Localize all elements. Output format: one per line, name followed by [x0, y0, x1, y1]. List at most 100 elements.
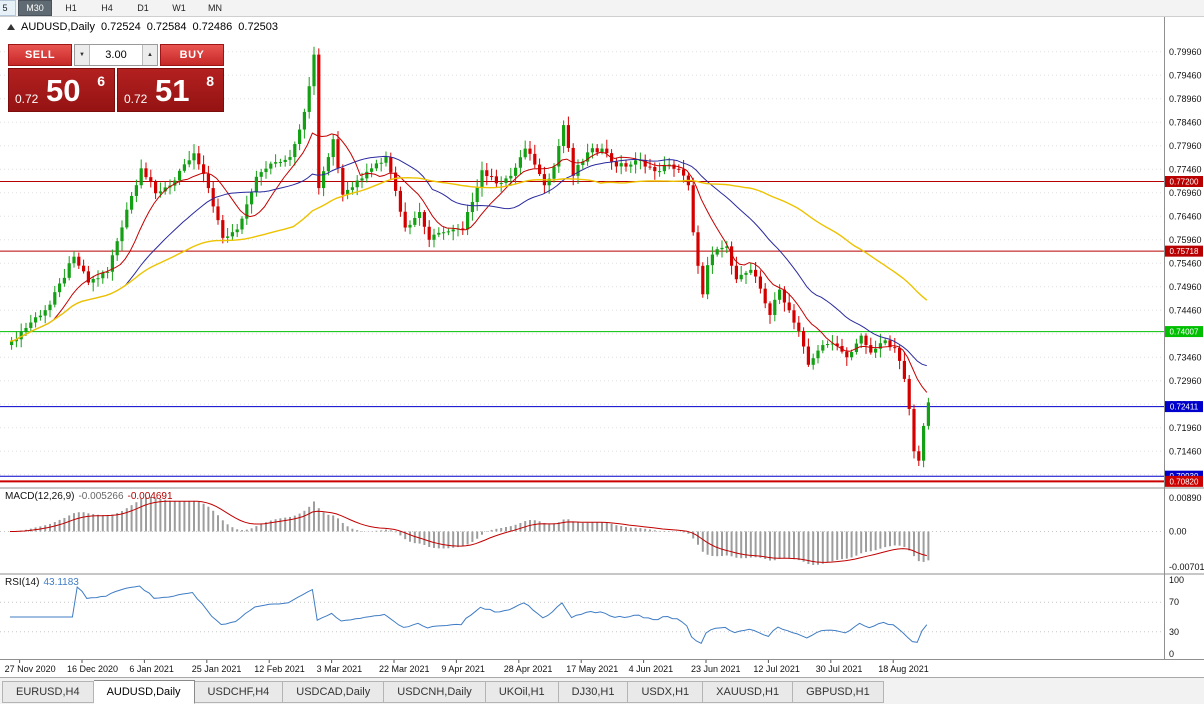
svg-text:0.76460: 0.76460: [1169, 211, 1202, 221]
svg-text:0.76960: 0.76960: [1169, 188, 1202, 198]
chart-tab-xauusd-h1[interactable]: XAUUSD,H1: [703, 681, 794, 703]
symbol-name: AUDUSD,Daily: [21, 21, 95, 33]
ohlc-close: 0.72503: [238, 21, 279, 33]
svg-text:-0.00701: -0.00701: [1169, 562, 1204, 572]
timeframe-button-d1[interactable]: D1: [137, 3, 149, 13]
ohlc-open: 0.72524: [100, 21, 141, 33]
sell-button[interactable]: SELL: [8, 44, 72, 66]
svg-text:0.71460: 0.71460: [1169, 446, 1202, 456]
ohlc-low: 0.72486: [192, 21, 233, 33]
svg-text:0.77460: 0.77460: [1169, 164, 1202, 174]
svg-text:0.72411: 0.72411: [1170, 403, 1199, 412]
timeframe-button-w1[interactable]: W1: [172, 3, 186, 13]
timeframe-button-h4[interactable]: H4: [101, 3, 113, 13]
svg-text:70: 70: [1169, 597, 1179, 607]
macd-value: -0.005266: [78, 491, 124, 502]
rsi-value: 43.1183: [43, 577, 79, 588]
svg-text:9 Apr 2021: 9 Apr 2021: [441, 664, 485, 674]
buy-price-box[interactable]: 0.72 51 8: [117, 68, 224, 112]
rsi-line: [10, 585, 928, 644]
timeframe-button-mn[interactable]: MN: [208, 3, 222, 13]
ohlc-high: 0.72584: [146, 21, 187, 33]
chart-tab-eurusd-h4[interactable]: EURUSD,H4: [2, 681, 94, 703]
svg-text:12 Feb 2021: 12 Feb 2021: [254, 664, 305, 674]
svg-text:28 Apr 2021: 28 Apr 2021: [504, 664, 553, 674]
chart-tab-usdcnh-daily[interactable]: USDCNH,Daily: [384, 681, 486, 703]
svg-text:0.73460: 0.73460: [1169, 352, 1202, 362]
volume-decrease-button[interactable]: ▼: [75, 45, 90, 65]
svg-text:12 Jul 2021: 12 Jul 2021: [753, 664, 800, 674]
svg-text:23 Jun 2021: 23 Jun 2021: [691, 664, 741, 674]
chart-tab-usdx-h1[interactable]: USDX,H1: [628, 681, 704, 703]
macd-label: MACD(12,26,9): [5, 491, 75, 502]
svg-text:0.71960: 0.71960: [1169, 423, 1202, 433]
macd-pane: 0.00890 0.00 -0.00701: [0, 493, 1204, 572]
macd-signal-value: -0.004691: [127, 491, 173, 502]
date-axis: 27 Nov 2020 16 Dec 2020 6 Jan 2021 25 Jan 2…: [5, 659, 929, 674]
svg-text:0.78460: 0.78460: [1169, 117, 1202, 127]
svg-text:3 Mar 2021: 3 Mar 2021: [317, 664, 363, 674]
timeframe-button-5[interactable]: 5: [0, 0, 16, 16]
timeframe-toolbar: 5 M30 H1 H4 D1 W1 MN: [0, 0, 1204, 17]
timeframe-button-h1[interactable]: H1: [65, 3, 77, 13]
svg-text:4 Jun 2021: 4 Jun 2021: [629, 664, 674, 674]
macd-pane-label: MACD(12,26,9) -0.005266 -0.004691: [5, 491, 173, 502]
chart-tab-ukoil-h1[interactable]: UKOil,H1: [485, 681, 559, 703]
svg-text:0.79960: 0.79960: [1169, 47, 1202, 57]
timeframe-button-m30[interactable]: M30: [18, 0, 52, 16]
one-click-toggle-icon[interactable]: [7, 24, 15, 30]
svg-text:17 May 2021: 17 May 2021: [566, 664, 618, 674]
svg-text:16 Dec 2020: 16 Dec 2020: [67, 664, 118, 674]
svg-text:0.74960: 0.74960: [1169, 282, 1202, 292]
chart-canvas[interactable]: 0.79960 0.79460 0.78960 0.78460 0.77960 0.774…: [0, 17, 1204, 676]
svg-text:27 Nov 2020: 27 Nov 2020: [5, 664, 56, 674]
svg-text:0.77960: 0.77960: [1169, 141, 1202, 151]
moving-averages: [9, 132, 928, 393]
svg-text:18 Aug 2021: 18 Aug 2021: [878, 664, 929, 674]
buy-price-sup: 8: [206, 73, 214, 89]
one-click-trading-panel: SELL ▼ 3.00 ▲ BUY 0.72 50 6 0.72 51 8: [8, 44, 224, 112]
svg-text:30 Jul 2021: 30 Jul 2021: [816, 664, 863, 674]
svg-text:0.74460: 0.74460: [1169, 305, 1202, 315]
macd-signal-line: [10, 500, 927, 563]
volume-control: ▼ 3.00 ▲: [74, 44, 158, 66]
chart-tab-bar: EURUSD,H4 AUDUSD,Daily USDCHF,H4 USDCAD,Dai…: [0, 677, 1204, 704]
volume-increase-button[interactable]: ▲: [142, 45, 157, 65]
svg-text:25 Jan 2021: 25 Jan 2021: [192, 664, 242, 674]
buy-button[interactable]: BUY: [160, 44, 224, 66]
rsi-pane: 100 70 30 0: [0, 575, 1184, 659]
sell-price-sup: 6: [97, 73, 105, 89]
buy-price-small: 0.72: [124, 92, 148, 106]
chart-tab-audusd-daily[interactable]: AUDUSD,Daily: [93, 680, 195, 704]
rsi-pane-label: RSI(14) 43.1183: [5, 577, 79, 588]
sell-price-box[interactable]: 0.72 50 6: [8, 68, 115, 112]
svg-text:6 Jan 2021: 6 Jan 2021: [129, 664, 174, 674]
svg-text:30: 30: [1169, 627, 1179, 637]
svg-text:0.75460: 0.75460: [1169, 258, 1202, 268]
svg-text:0.00890: 0.00890: [1169, 493, 1202, 503]
level-price-tags: 0.772000.757180.740070.724110.709300.708…: [1165, 176, 1203, 487]
svg-text:22 Mar 2021: 22 Mar 2021: [379, 664, 430, 674]
svg-text:0: 0: [1169, 649, 1174, 659]
symbol-header: AUDUSD,Daily 0.72524 0.72584 0.72486 0.7…: [7, 21, 278, 33]
ma-60-line: [9, 176, 928, 342]
chart-tab-gbpusd-h1[interactable]: GBPUSD,H1: [793, 681, 884, 703]
svg-text:0.77200: 0.77200: [1170, 178, 1199, 187]
pane-separators: [0, 17, 1204, 660]
level-lines: [0, 181, 1164, 483]
chart-svg: 0.79960 0.79460 0.78960 0.78460 0.77960 0.774…: [0, 17, 1204, 676]
candles: [10, 46, 930, 468]
svg-text:0.75960: 0.75960: [1169, 235, 1202, 245]
buy-price-big: 51: [155, 73, 190, 108]
svg-text:0.00: 0.00: [1169, 526, 1187, 536]
svg-text:0.70820: 0.70820: [1170, 477, 1199, 486]
chart-tab-usdcad-daily[interactable]: USDCAD,Daily: [283, 681, 385, 703]
svg-text:0.78960: 0.78960: [1169, 94, 1202, 104]
volume-input[interactable]: 3.00: [105, 49, 127, 61]
svg-text:100: 100: [1169, 575, 1184, 585]
chart-tab-dj30-h1[interactable]: DJ30,H1: [558, 681, 629, 703]
ma-10-line: [9, 132, 928, 393]
svg-text:0.72960: 0.72960: [1169, 376, 1202, 386]
chart-tab-usdchf-h4[interactable]: USDCHF,H4: [194, 681, 284, 703]
